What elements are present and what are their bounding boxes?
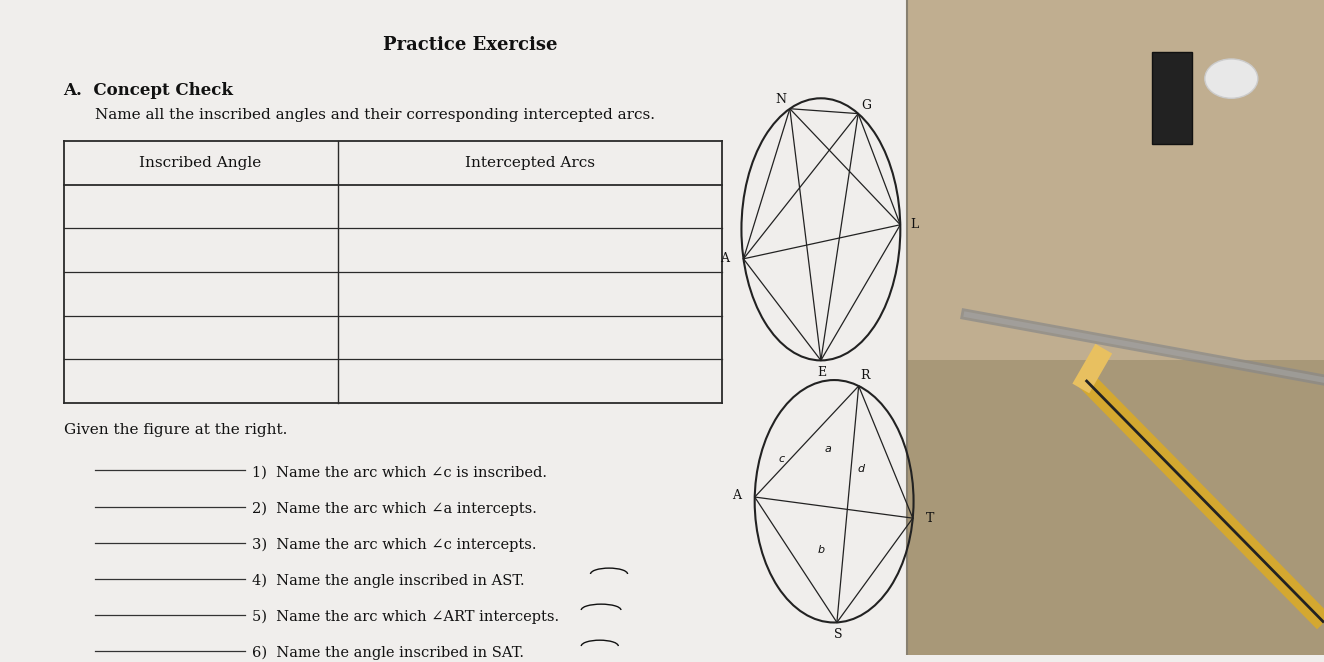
Text: E: E	[818, 365, 826, 379]
Text: a: a	[824, 444, 831, 454]
Text: c: c	[779, 453, 784, 463]
Bar	[907, 0, 1324, 360]
Text: 5)  Name the arc which ∠ART intercepts.: 5) Name the arc which ∠ART intercepts.	[252, 610, 559, 624]
Text: S: S	[834, 628, 842, 641]
Text: Practice Exercise: Practice Exercise	[383, 36, 557, 54]
Text: T: T	[925, 512, 935, 525]
Text: Given the figure at the right.: Given the figure at the right.	[64, 422, 287, 437]
Text: d: d	[857, 463, 865, 473]
Text: A: A	[732, 489, 740, 502]
Text: R: R	[861, 369, 870, 382]
Bar	[0, 0, 907, 655]
Text: 3)  Name the arc which ∠c intercepts.: 3) Name the arc which ∠c intercepts.	[252, 538, 536, 551]
Text: b: b	[817, 545, 825, 555]
Text: G: G	[861, 99, 871, 112]
Text: Name all the inscribed angles and their corresponding intercepted arcs.: Name all the inscribed angles and their …	[95, 108, 655, 122]
Text: A.  Concept Check: A. Concept Check	[64, 82, 233, 99]
Text: Inscribed Angle: Inscribed Angle	[139, 156, 262, 169]
Polygon shape	[1152, 52, 1192, 144]
Text: 6)  Name the angle inscribed in SAT.: 6) Name the angle inscribed in SAT.	[252, 645, 523, 660]
Text: 1)  Name the arc which ∠c is inscribed.: 1) Name the arc which ∠c is inscribed.	[252, 465, 547, 479]
Ellipse shape	[1205, 59, 1258, 98]
Text: Intercepted Arcs: Intercepted Arcs	[465, 156, 594, 169]
Text: N: N	[775, 93, 786, 106]
Text: L: L	[911, 218, 919, 231]
Bar	[907, 360, 1324, 655]
Text: 4)  Name the angle inscribed in AST.: 4) Name the angle inscribed in AST.	[252, 573, 524, 588]
Text: A: A	[720, 252, 730, 265]
Text: 2)  Name the arc which ∠a intercepts.: 2) Name the arc which ∠a intercepts.	[252, 501, 536, 516]
